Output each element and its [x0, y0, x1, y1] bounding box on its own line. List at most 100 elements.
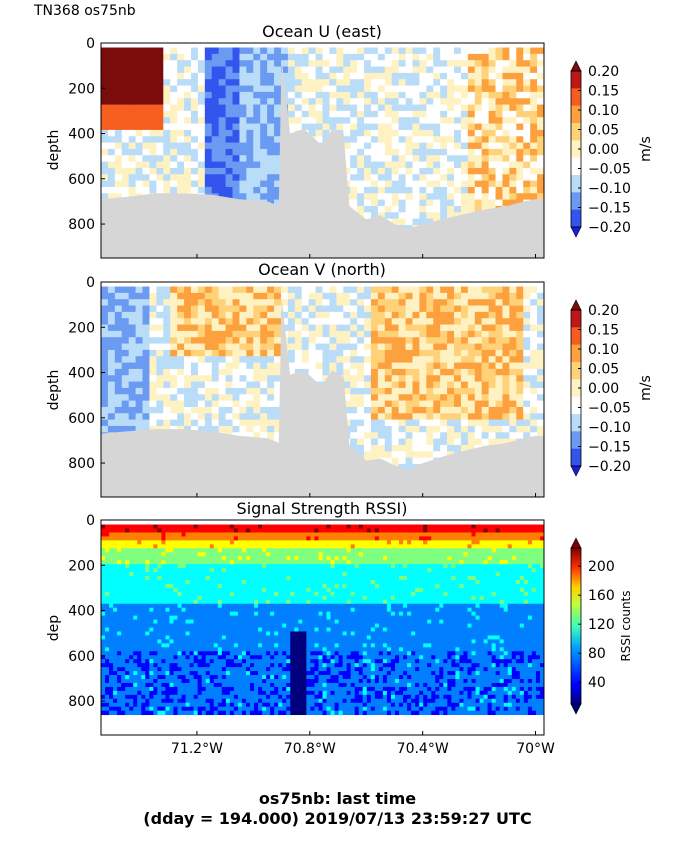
heatmap-cell — [129, 607, 134, 613]
heatmap-cell — [516, 387, 524, 395]
heatmap-cell — [357, 136, 365, 143]
heatmap-cell — [488, 193, 496, 201]
heatmap-cell — [157, 663, 162, 668]
heatmap-cell — [105, 690, 110, 696]
heatmap-cell — [488, 91, 496, 99]
heatmap-cell — [301, 343, 310, 351]
heatmap-cell — [364, 299, 372, 306]
heatmap-cell — [145, 619, 150, 624]
heatmap-cell — [165, 647, 170, 652]
heatmap-cell — [364, 155, 372, 162]
heatmap-cell — [343, 292, 351, 300]
heatmap-cell — [454, 72, 462, 80]
heatmap-cell — [246, 136, 254, 143]
heatmap-cell — [129, 595, 134, 601]
heatmap-cell — [267, 406, 275, 414]
heatmap-cell — [405, 349, 413, 357]
colorbar-tick-label: 0.15 — [588, 323, 619, 339]
heatmap-cell — [177, 643, 182, 648]
heatmap-cell — [253, 72, 261, 80]
heatmap-cell — [190, 85, 199, 93]
heatmap-cell — [153, 556, 158, 561]
heatmap-cell — [454, 292, 462, 300]
heatmap-cell — [128, 129, 137, 137]
heatmap-cell — [481, 381, 490, 389]
heatmap-cell — [267, 394, 275, 401]
heatmap-cell — [165, 627, 170, 632]
heatmap-cell — [163, 349, 171, 357]
heatmap-cell — [405, 337, 413, 344]
heatmap-cell — [113, 694, 118, 700]
heatmap-cell — [267, 136, 275, 143]
heatmap-cell — [114, 180, 123, 188]
heatmap-cell — [177, 387, 185, 395]
heatmap-cell — [460, 305, 469, 313]
heatmap-cell — [113, 528, 118, 533]
heatmap-cell — [137, 619, 142, 624]
heatmap-cell — [460, 129, 469, 137]
heatmap-cell — [135, 368, 143, 376]
heatmap-cell — [377, 167, 386, 175]
heatmap-cell — [211, 362, 220, 370]
heatmap-cell — [398, 174, 406, 181]
heatmap-cell — [128, 400, 137, 408]
heatmap-cell — [509, 343, 517, 351]
heatmap-cell — [181, 524, 186, 529]
heatmap-cell — [509, 292, 517, 300]
heatmap-cell — [170, 413, 178, 420]
heatmap-cell — [467, 129, 476, 137]
heatmap-cell — [163, 362, 171, 370]
heatmap-cell — [530, 161, 538, 169]
heatmap-cell — [161, 667, 166, 672]
heatmap-cell — [530, 91, 538, 99]
heatmap-cell — [440, 142, 448, 150]
heatmap-cell — [267, 356, 275, 363]
heatmap-cell — [113, 667, 118, 672]
heatmap-cell — [530, 85, 538, 93]
heatmap-cell — [488, 53, 496, 61]
heatmap-cell — [133, 682, 138, 688]
heatmap-cell — [114, 98, 123, 105]
heatmap-cell — [322, 104, 330, 112]
heatmap-cell — [177, 544, 182, 549]
heatmap-cell — [454, 400, 462, 408]
heatmap-cell — [184, 349, 192, 357]
heatmap-cell — [315, 66, 323, 74]
heatmap-cell — [398, 155, 406, 162]
heatmap-cell — [509, 394, 517, 401]
heatmap-cell — [530, 368, 538, 376]
heatmap-cell — [153, 623, 158, 628]
heatmap-cell — [101, 579, 106, 585]
heatmap-cell — [419, 117, 427, 124]
heatmap-cell — [141, 635, 146, 640]
heatmap-cell — [454, 66, 462, 74]
heatmap-cell — [169, 548, 174, 553]
heatmap-cell — [350, 79, 358, 86]
heatmap-cell — [412, 66, 420, 74]
heatmap-cell — [474, 356, 483, 363]
heatmap-cell — [145, 651, 150, 656]
heatmap-cell — [419, 110, 427, 118]
heatmap-cell — [523, 387, 531, 395]
heatmap-cell — [412, 425, 420, 433]
heatmap-cell — [454, 180, 462, 188]
heatmap-cell — [253, 311, 261, 319]
heatmap-cell — [357, 444, 365, 452]
heatmap-cell — [440, 104, 448, 112]
heatmap-cell — [419, 337, 427, 344]
heatmap-cell — [101, 148, 109, 156]
heatmap-cell — [239, 318, 247, 325]
heatmap-cell — [181, 671, 186, 676]
heatmap-cell — [419, 444, 427, 452]
heatmap-cell — [308, 368, 316, 376]
heatmap-cell — [121, 349, 130, 357]
heatmap-cell — [502, 199, 510, 207]
heatmap-cell — [530, 419, 538, 427]
heatmap-cell — [537, 85, 544, 93]
heatmap-cell — [523, 79, 531, 86]
heatmap-cell — [117, 694, 122, 700]
heatmap-cell — [523, 343, 531, 351]
heatmap-cell — [246, 362, 254, 370]
heatmap-cell — [105, 540, 110, 545]
heatmap-cell — [204, 318, 213, 325]
